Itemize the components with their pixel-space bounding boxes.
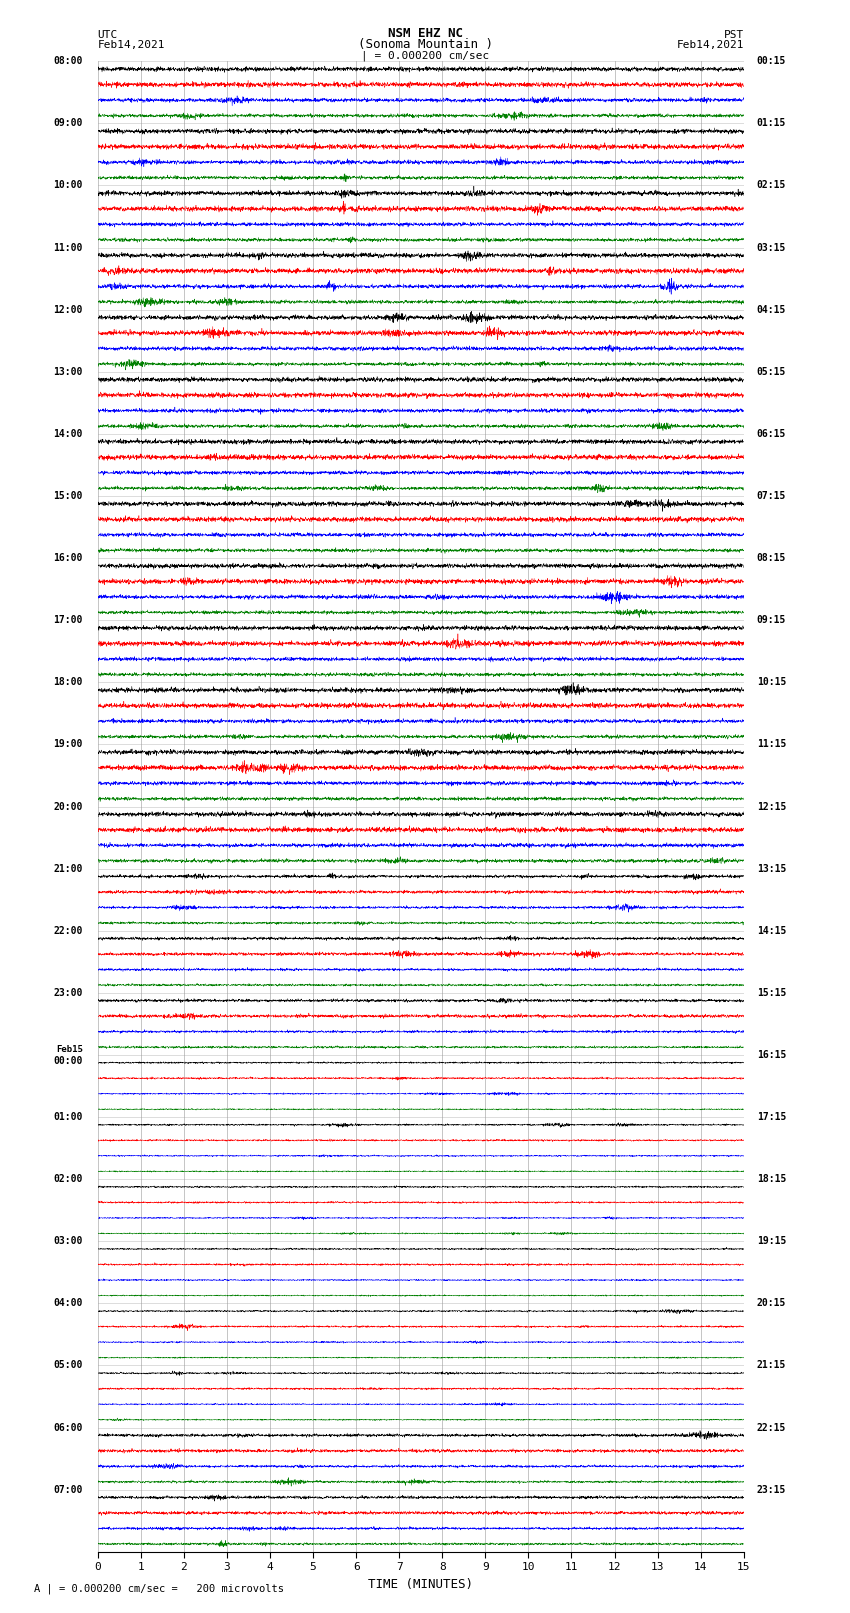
Text: 23:00: 23:00 bbox=[54, 987, 82, 998]
Text: 10:00: 10:00 bbox=[54, 181, 82, 190]
Text: 00:15: 00:15 bbox=[756, 56, 786, 66]
Text: 09:15: 09:15 bbox=[756, 615, 786, 626]
Text: 23:15: 23:15 bbox=[756, 1484, 786, 1495]
Text: 11:15: 11:15 bbox=[756, 739, 786, 750]
Text: 07:00: 07:00 bbox=[54, 1484, 82, 1495]
Text: 08:00: 08:00 bbox=[54, 56, 82, 66]
Text: PST: PST bbox=[723, 29, 744, 39]
Text: 05:15: 05:15 bbox=[756, 366, 786, 377]
Text: UTC: UTC bbox=[98, 29, 118, 39]
Text: 10:15: 10:15 bbox=[756, 677, 786, 687]
X-axis label: TIME (MINUTES): TIME (MINUTES) bbox=[368, 1578, 473, 1590]
Text: 18:00: 18:00 bbox=[54, 677, 82, 687]
Text: 00:00: 00:00 bbox=[54, 1055, 82, 1066]
Text: 22:00: 22:00 bbox=[54, 926, 82, 936]
Text: 17:00: 17:00 bbox=[54, 615, 82, 626]
Text: 17:15: 17:15 bbox=[756, 1111, 786, 1123]
Text: A | = 0.000200 cm/sec =   200 microvolts: A | = 0.000200 cm/sec = 200 microvolts bbox=[34, 1582, 284, 1594]
Text: | = 0.000200 cm/sec: | = 0.000200 cm/sec bbox=[361, 50, 489, 61]
Text: 02:15: 02:15 bbox=[756, 181, 786, 190]
Text: (Sonoma Mountain ): (Sonoma Mountain ) bbox=[358, 37, 492, 50]
Text: 20:00: 20:00 bbox=[54, 802, 82, 811]
Text: 15:00: 15:00 bbox=[54, 490, 82, 502]
Text: 22:15: 22:15 bbox=[756, 1423, 786, 1432]
Text: 04:00: 04:00 bbox=[54, 1298, 82, 1308]
Text: 14:15: 14:15 bbox=[756, 926, 786, 936]
Text: 16:00: 16:00 bbox=[54, 553, 82, 563]
Text: 06:15: 06:15 bbox=[756, 429, 786, 439]
Text: Feb14,2021: Feb14,2021 bbox=[677, 40, 744, 50]
Text: 01:15: 01:15 bbox=[756, 118, 786, 129]
Text: 19:00: 19:00 bbox=[54, 739, 82, 750]
Text: 09:00: 09:00 bbox=[54, 118, 82, 129]
Text: 11:00: 11:00 bbox=[54, 242, 82, 253]
Text: 06:00: 06:00 bbox=[54, 1423, 82, 1432]
Text: 21:15: 21:15 bbox=[756, 1360, 786, 1371]
Text: 13:00: 13:00 bbox=[54, 366, 82, 377]
Text: 15:15: 15:15 bbox=[756, 987, 786, 998]
Text: 18:15: 18:15 bbox=[756, 1174, 786, 1184]
Text: 07:15: 07:15 bbox=[756, 490, 786, 502]
Text: 02:00: 02:00 bbox=[54, 1174, 82, 1184]
Text: 01:00: 01:00 bbox=[54, 1111, 82, 1123]
Text: 08:15: 08:15 bbox=[756, 553, 786, 563]
Text: 03:15: 03:15 bbox=[756, 242, 786, 253]
Text: 12:00: 12:00 bbox=[54, 305, 82, 315]
Text: 20:15: 20:15 bbox=[756, 1298, 786, 1308]
Text: 05:00: 05:00 bbox=[54, 1360, 82, 1371]
Text: NSM EHZ NC: NSM EHZ NC bbox=[388, 26, 462, 39]
Text: 12:15: 12:15 bbox=[756, 802, 786, 811]
Text: 13:15: 13:15 bbox=[756, 863, 786, 874]
Text: 04:15: 04:15 bbox=[756, 305, 786, 315]
Text: 16:15: 16:15 bbox=[756, 1050, 786, 1060]
Text: 21:00: 21:00 bbox=[54, 863, 82, 874]
Text: Feb15: Feb15 bbox=[56, 1045, 82, 1055]
Text: 03:00: 03:00 bbox=[54, 1236, 82, 1247]
Text: 19:15: 19:15 bbox=[756, 1236, 786, 1247]
Text: 14:00: 14:00 bbox=[54, 429, 82, 439]
Text: Feb14,2021: Feb14,2021 bbox=[98, 40, 165, 50]
